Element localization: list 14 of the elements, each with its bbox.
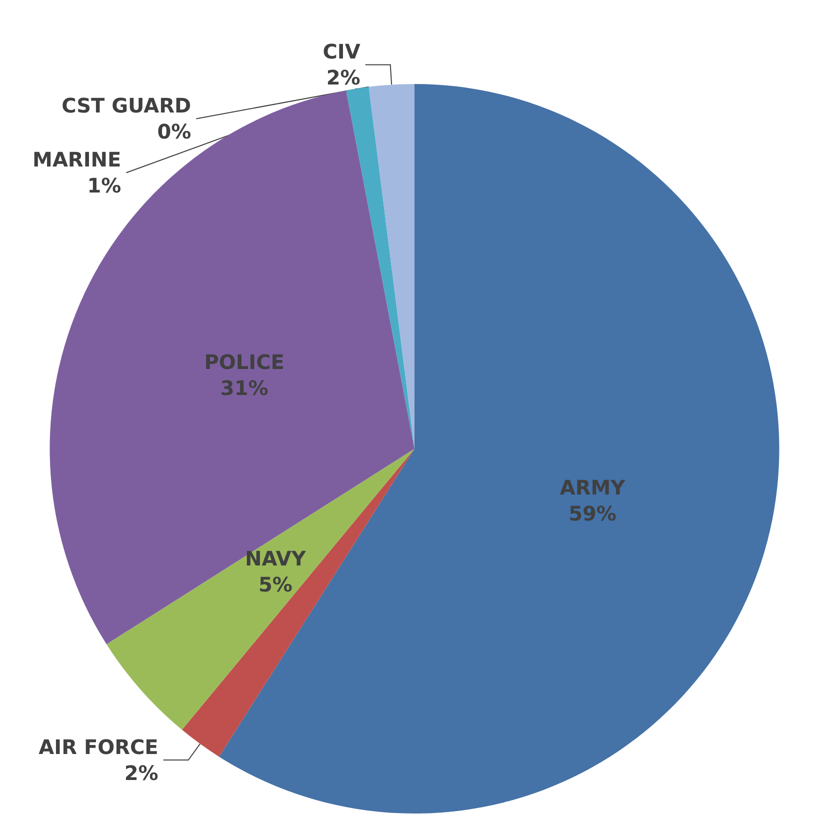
data-label: 5%	[258, 572, 292, 596]
slice-label: MARINE	[32, 148, 122, 172]
slice-label: POLICE	[204, 350, 284, 374]
data-label: 2%	[326, 66, 360, 90]
data-label: 59%	[568, 501, 616, 526]
category-label: CST GUARD	[62, 94, 192, 118]
slice-label: ARMY	[560, 475, 626, 500]
slice-label: CIV	[322, 40, 361, 64]
data-label: 2%	[124, 761, 158, 786]
slice-label: NAVY	[245, 546, 306, 570]
data-label: 1%	[87, 174, 122, 198]
text: 0%	[157, 120, 192, 144]
data-label: 31%	[220, 376, 268, 400]
slice-label: AIR FORCE	[38, 735, 158, 760]
